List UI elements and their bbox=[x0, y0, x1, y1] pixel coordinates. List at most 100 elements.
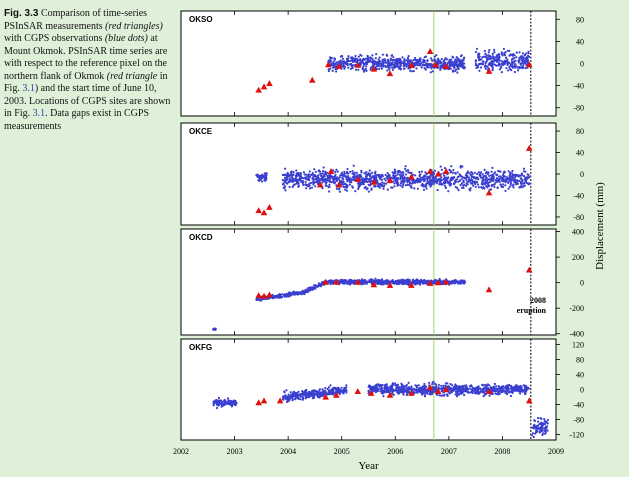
gps-point bbox=[465, 178, 468, 181]
gps-point bbox=[517, 390, 520, 393]
gps-point bbox=[374, 173, 377, 176]
gps-point bbox=[328, 180, 331, 183]
gps-point bbox=[433, 169, 437, 172]
gps-point bbox=[325, 181, 328, 184]
gps-point bbox=[522, 62, 525, 65]
gps-point bbox=[285, 174, 288, 177]
gps-point bbox=[449, 170, 453, 173]
gps-point bbox=[386, 172, 389, 175]
insar-point bbox=[408, 389, 415, 396]
gps-point bbox=[418, 177, 422, 181]
gps-point bbox=[319, 285, 322, 288]
gps-point bbox=[259, 299, 262, 302]
gps-point bbox=[505, 56, 508, 59]
gps-point bbox=[398, 57, 401, 60]
gps-point bbox=[289, 391, 292, 394]
gps-point bbox=[479, 172, 482, 176]
insar-point bbox=[485, 286, 493, 293]
gps-point bbox=[394, 178, 397, 181]
gps-point bbox=[447, 176, 450, 179]
y-tick-label: 80 bbox=[576, 15, 584, 24]
gps-point bbox=[382, 65, 385, 68]
gps-point bbox=[461, 176, 464, 179]
gps-point bbox=[455, 395, 459, 398]
gps-point bbox=[440, 389, 443, 393]
gps-point bbox=[319, 393, 322, 396]
gps-point bbox=[289, 177, 292, 180]
gps-point bbox=[284, 189, 287, 192]
gps-point bbox=[354, 190, 357, 193]
gps-point bbox=[311, 286, 314, 289]
gps-point bbox=[407, 283, 410, 287]
gps-point bbox=[308, 182, 311, 186]
gps-point bbox=[304, 397, 307, 400]
gps-point bbox=[436, 188, 439, 192]
insar-point bbox=[308, 76, 316, 83]
gps-point bbox=[405, 179, 408, 182]
gps-point bbox=[474, 50, 478, 54]
gps-point bbox=[353, 173, 356, 176]
gps-point bbox=[338, 190, 341, 193]
gps-point bbox=[290, 393, 293, 396]
insar-point bbox=[266, 80, 273, 87]
gps-point bbox=[446, 179, 449, 183]
gps-point bbox=[330, 62, 333, 65]
gps-point bbox=[451, 384, 454, 387]
insar-point bbox=[322, 278, 329, 285]
gps-point bbox=[314, 170, 317, 173]
gps-point bbox=[456, 171, 459, 174]
gps-point bbox=[305, 187, 308, 190]
caption-run: with CGPS observations bbox=[4, 33, 105, 44]
gps-point bbox=[473, 171, 476, 174]
gps-point bbox=[431, 178, 435, 182]
caption-run[interactable]: 3.1 bbox=[22, 83, 35, 94]
gps-point bbox=[304, 290, 307, 293]
insar-point bbox=[442, 278, 450, 285]
gps-point bbox=[365, 174, 368, 177]
caption-run: (red triangle bbox=[106, 70, 158, 82]
gps-point bbox=[484, 386, 487, 389]
gps-point bbox=[380, 278, 383, 281]
gps-point bbox=[362, 65, 365, 68]
gps-point bbox=[463, 67, 466, 70]
gps-point bbox=[456, 187, 459, 190]
gps-point bbox=[521, 52, 525, 55]
gps-point bbox=[450, 281, 453, 284]
gps-point bbox=[511, 184, 514, 187]
gps-point bbox=[367, 280, 370, 283]
gps-point bbox=[388, 64, 391, 67]
gps-point bbox=[404, 62, 407, 65]
gps-point bbox=[291, 185, 294, 188]
gps-point bbox=[348, 180, 351, 184]
gps-point bbox=[486, 171, 489, 174]
gps-point bbox=[413, 187, 416, 190]
gps-point bbox=[440, 173, 443, 176]
gps-point bbox=[375, 387, 378, 390]
gps-point bbox=[316, 174, 320, 177]
gps-point bbox=[392, 393, 395, 397]
gps-point bbox=[419, 173, 422, 176]
gps-point bbox=[322, 390, 325, 393]
gps-point bbox=[357, 186, 360, 189]
insar-point bbox=[408, 281, 415, 288]
gps-point bbox=[378, 175, 381, 178]
insar-point bbox=[260, 83, 268, 90]
gps-point bbox=[537, 416, 540, 420]
gps-point bbox=[399, 68, 402, 71]
gps-point bbox=[408, 183, 411, 186]
gps-point bbox=[516, 388, 519, 392]
gps-point bbox=[309, 286, 312, 289]
gps-point bbox=[351, 176, 354, 179]
gps-point bbox=[345, 386, 348, 389]
gps-point bbox=[419, 60, 422, 63]
gps-point bbox=[393, 182, 396, 185]
gps-point bbox=[409, 69, 412, 72]
gps-point bbox=[313, 174, 317, 177]
gps-point bbox=[377, 61, 380, 64]
gps-point bbox=[481, 173, 484, 176]
gps-point bbox=[216, 402, 219, 405]
gps-point bbox=[392, 56, 395, 59]
caption-run[interactable]: 3.1 bbox=[32, 108, 46, 119]
gps-point bbox=[351, 66, 354, 69]
gps-point bbox=[375, 53, 378, 56]
